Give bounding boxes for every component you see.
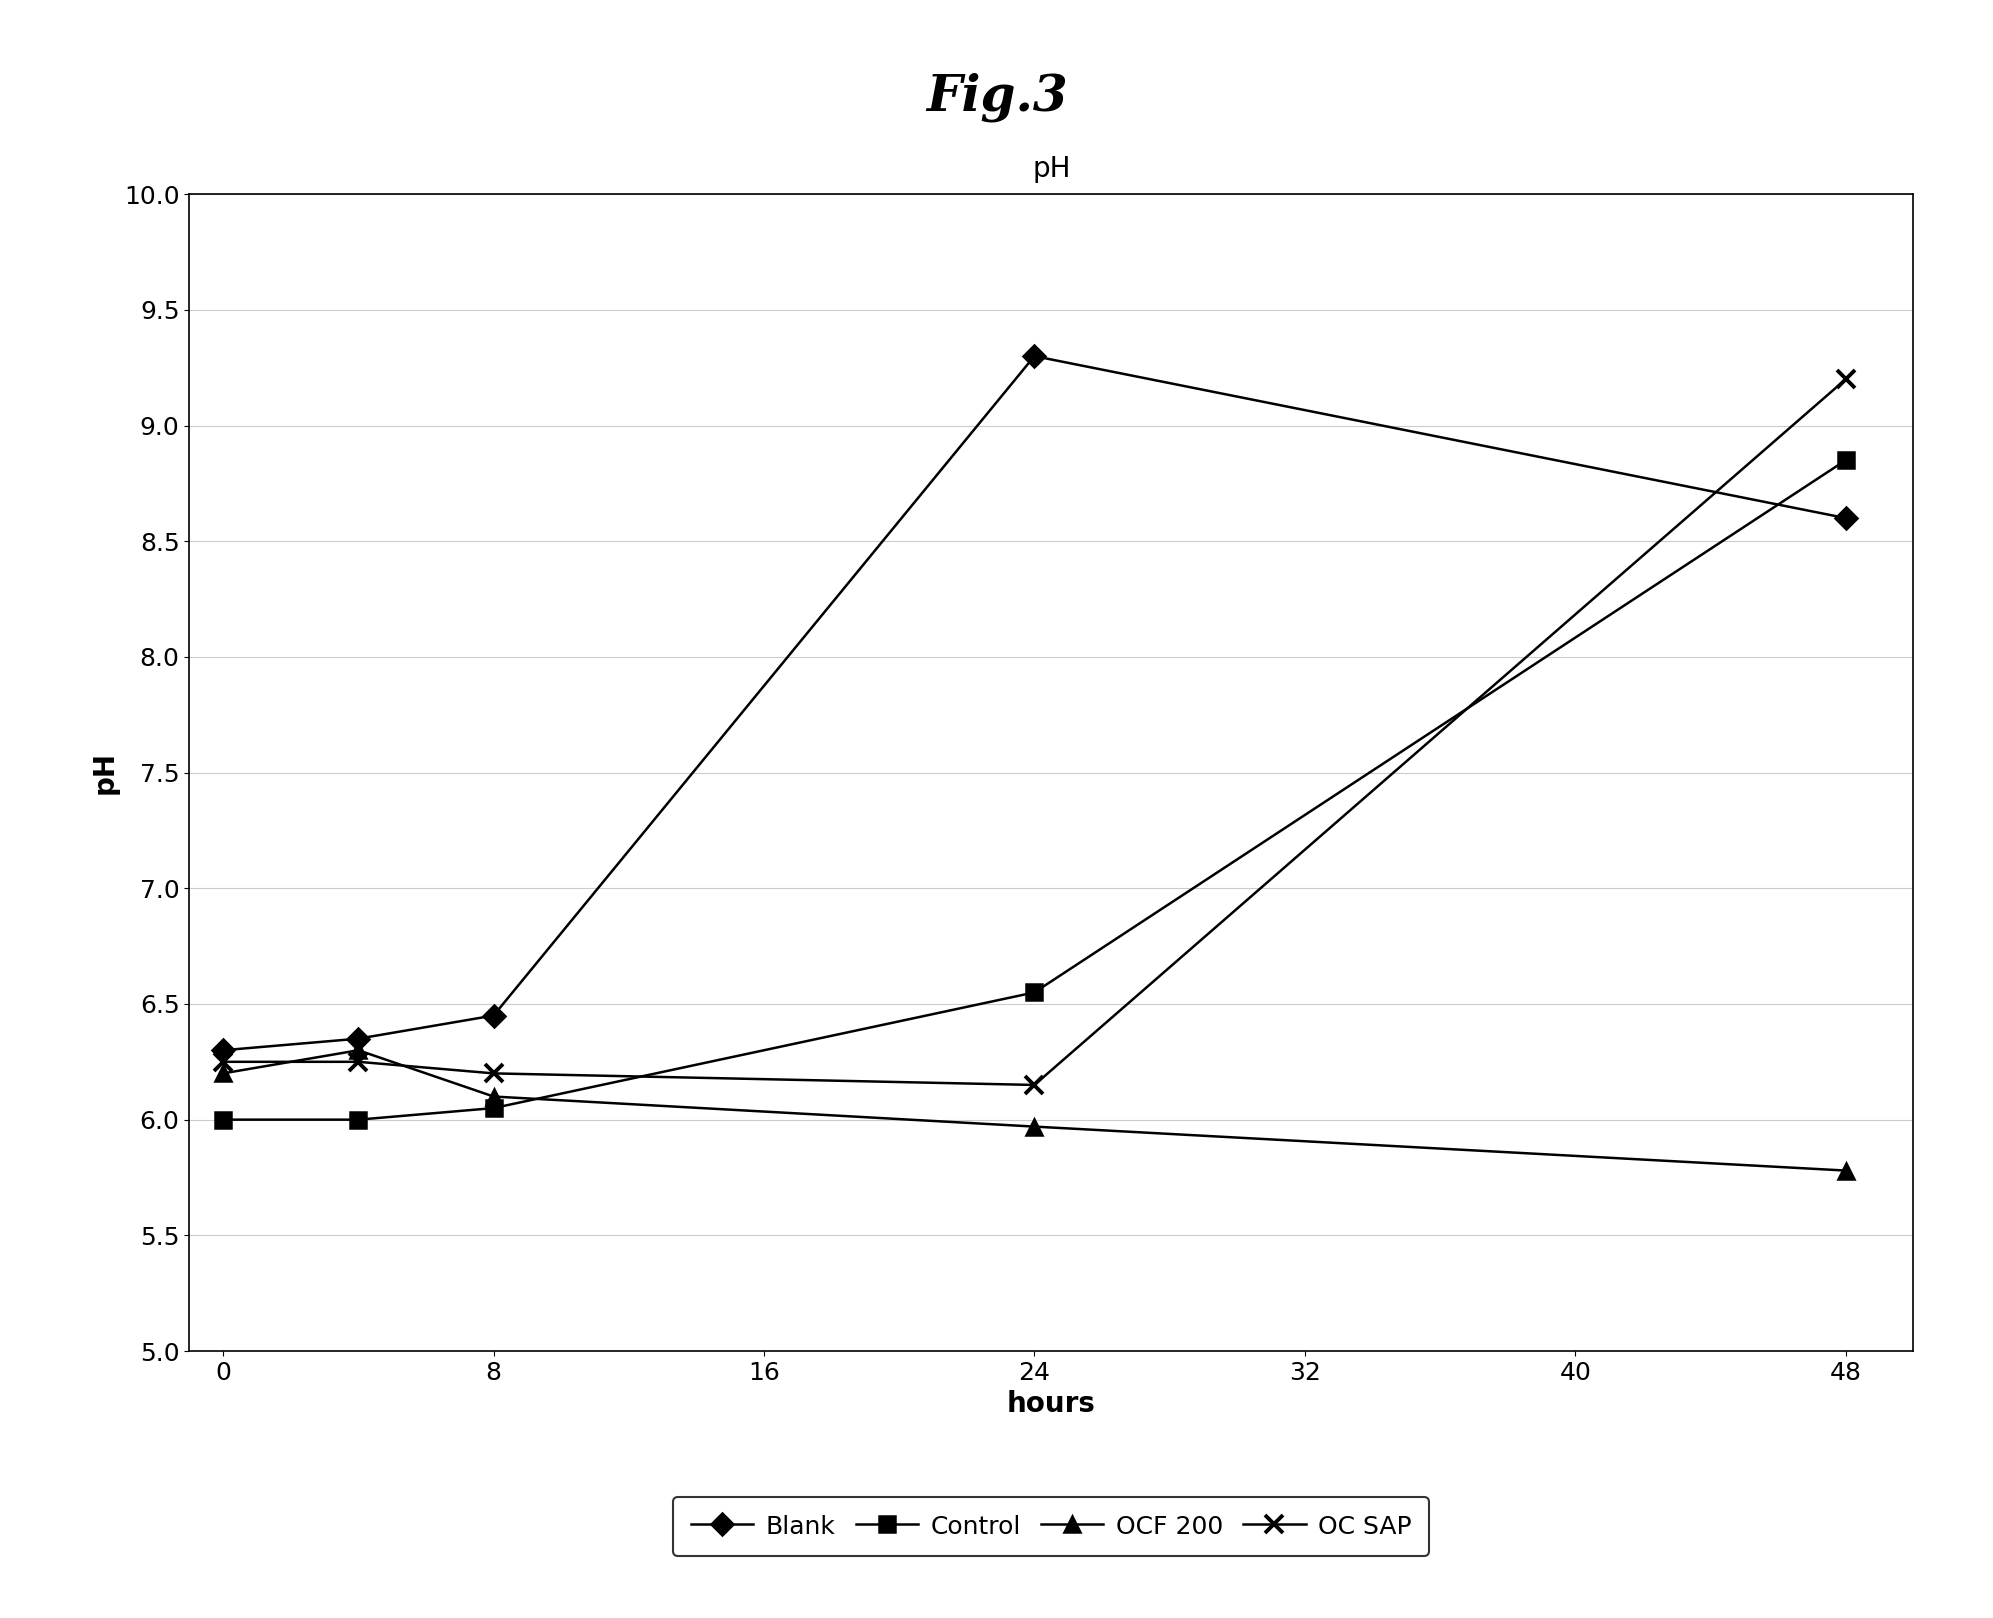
Blank: [211, 1040, 235, 1060]
Blank: [1834, 508, 1857, 527]
Control: [211, 1110, 235, 1129]
OC SAP: [482, 1063, 506, 1082]
OC SAP: [211, 1052, 235, 1071]
OC SAP: [1834, 369, 1857, 388]
Line: Blank: Blank: [215, 348, 1853, 1058]
Blank: [347, 1029, 371, 1048]
Blank: [482, 1006, 506, 1026]
Line: OC SAP: OC SAP: [213, 371, 1855, 1094]
Control: [482, 1099, 506, 1118]
X-axis label: hours: hours: [1006, 1390, 1096, 1419]
OC SAP: [347, 1052, 371, 1071]
OCF 200: [482, 1087, 506, 1107]
Blank: [1022, 346, 1046, 366]
Line: OCF 200: OCF 200: [215, 1042, 1853, 1178]
Control: [1834, 450, 1857, 469]
Y-axis label: pH: pH: [90, 751, 118, 794]
OCF 200: [1834, 1160, 1857, 1180]
Text: Fig.3: Fig.3: [925, 73, 1068, 123]
Control: [347, 1110, 371, 1129]
OCF 200: [347, 1040, 371, 1060]
Legend: Blank, Control, OCF 200, OC SAP: Blank, Control, OCF 200, OC SAP: [674, 1497, 1429, 1557]
Line: Control: Control: [215, 453, 1853, 1128]
OC SAP: [1022, 1076, 1046, 1095]
OCF 200: [211, 1063, 235, 1082]
Control: [1022, 982, 1046, 1002]
OCF 200: [1022, 1116, 1046, 1136]
Title: pH: pH: [1032, 155, 1070, 183]
